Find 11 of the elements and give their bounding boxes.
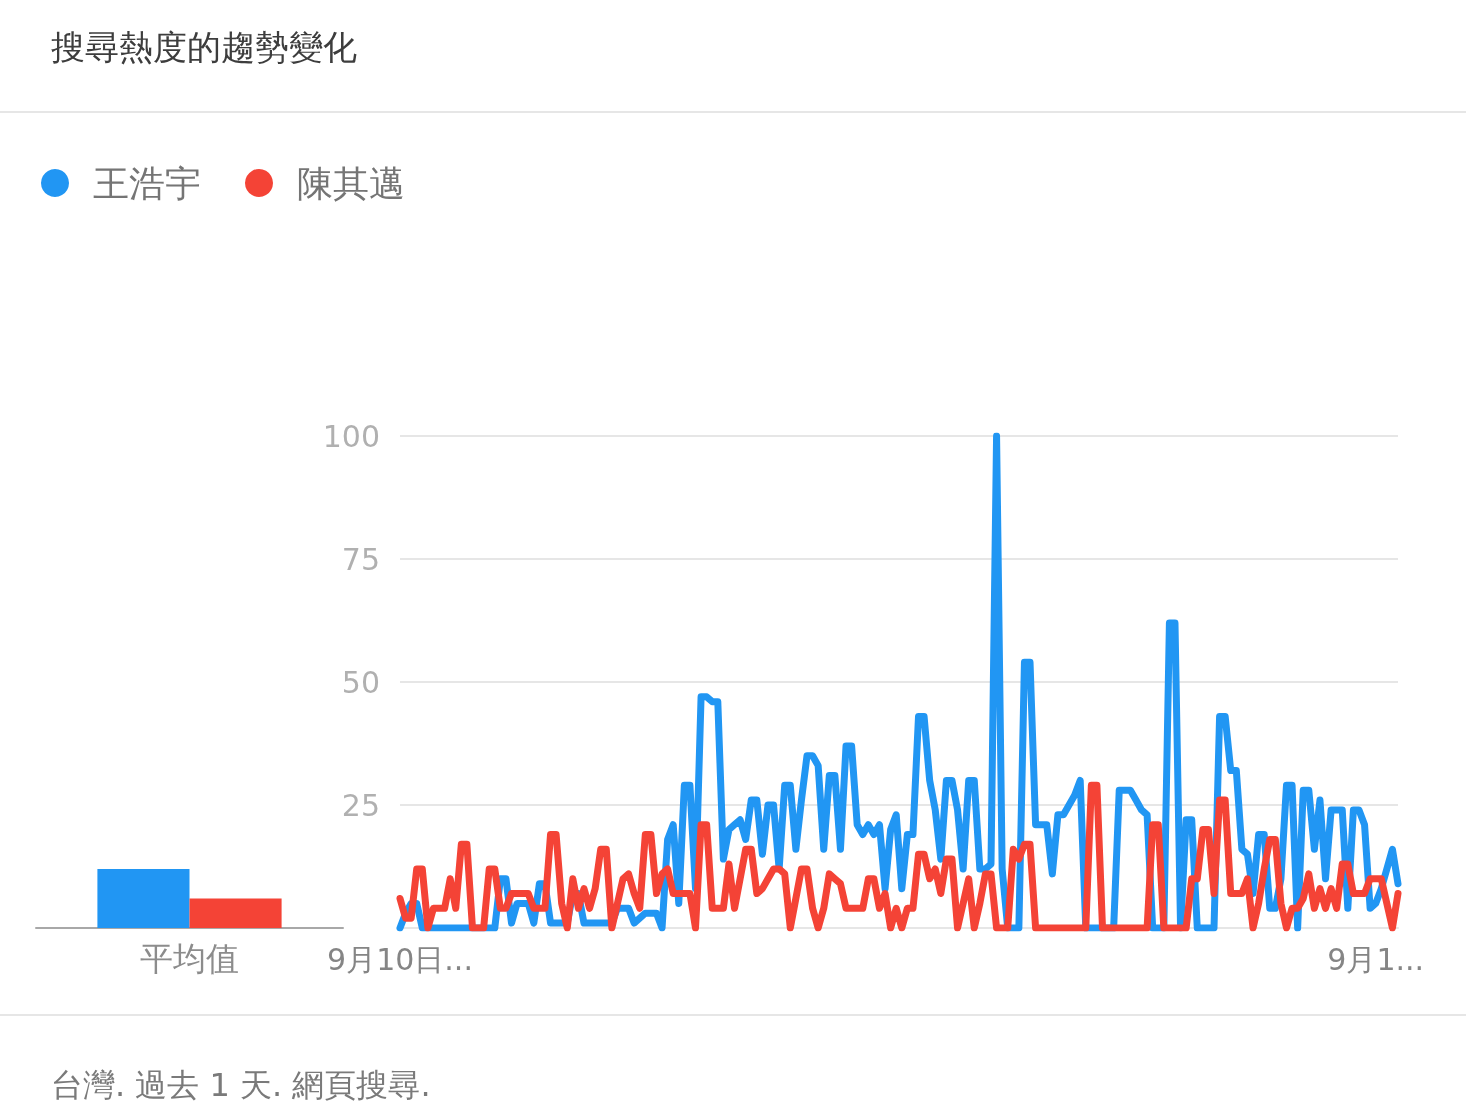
y-tick-label: 100 xyxy=(322,418,380,454)
x-tick-label: 平均值 xyxy=(140,939,239,978)
legend-label: 王浩宇 xyxy=(93,162,201,204)
chart-title: 搜尋熱度的趨勢變化 xyxy=(51,27,357,67)
y-tick-label: 75 xyxy=(341,541,380,577)
legend-label: 陳其邁 xyxy=(297,162,405,204)
y-tick-label: 25 xyxy=(341,787,380,823)
x-tick-label: 9月10日... xyxy=(327,941,473,977)
text: 台灣. 過去 1 天. 網頁搜尋. xyxy=(51,1066,431,1104)
y-tick-label: 50 xyxy=(341,664,380,700)
x-tick-label: 9月1... xyxy=(1327,941,1425,977)
